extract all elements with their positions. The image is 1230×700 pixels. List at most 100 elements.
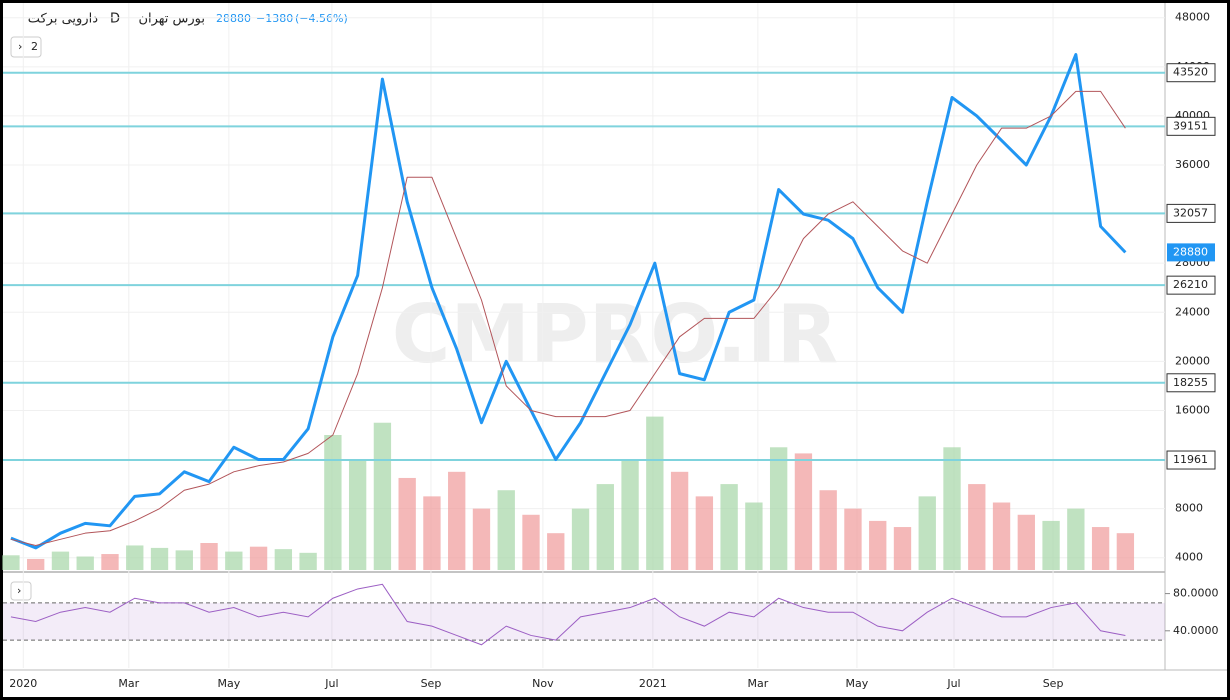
x-tick-label: Nov	[532, 677, 554, 690]
volume-bar	[918, 496, 936, 570]
volume-bar	[1067, 508, 1085, 570]
y-tick-label: 16000	[1175, 403, 1210, 416]
price: 28880	[216, 12, 251, 25]
rsi-tick-label: 80.0000	[1173, 587, 1219, 600]
volume-bar	[324, 435, 342, 570]
volume-bar	[720, 484, 738, 570]
volume-bar	[844, 508, 862, 570]
x-tick-label: Sep	[421, 677, 442, 690]
volume-bar	[522, 514, 540, 570]
watermark: CMPRO.IR	[392, 288, 839, 381]
volume-bar	[373, 422, 392, 570]
x-tick-label: Sep	[1043, 677, 1064, 690]
volume-bar	[1042, 520, 1060, 570]
volume-bar	[968, 484, 986, 570]
volume-bar	[2, 555, 20, 570]
x-tick-label: 2020	[9, 677, 37, 690]
volume-bar	[76, 556, 94, 570]
rsi-collapse[interactable]	[10, 581, 32, 601]
rsi-band	[3, 602, 1165, 641]
volume-bar	[51, 551, 70, 570]
y-tick-label: 4000	[1175, 551, 1203, 564]
volume-bar	[398, 477, 416, 570]
volume-bar	[596, 484, 614, 570]
volume-bar	[943, 447, 961, 570]
volume-bar	[745, 502, 763, 570]
x-tick-label: Mar	[118, 677, 139, 690]
volume-bar	[621, 459, 639, 570]
change: −1380	[256, 12, 293, 25]
background	[3, 3, 1227, 697]
x-tick-label: May	[846, 677, 869, 690]
volume-bar	[695, 496, 714, 570]
volume-bar	[1116, 533, 1135, 570]
volume-bar	[448, 471, 466, 570]
legend: بورس تهران D دارویی برکت 28880 −1380 (−4…	[10, 12, 348, 601]
level-tag	[1166, 116, 1216, 136]
exchange: بورس تهران	[138, 12, 205, 27]
volume-bar	[869, 520, 887, 570]
change-pct: (−4.56%)	[295, 12, 348, 25]
level-label: 43520	[1173, 66, 1208, 79]
level-label: 18255	[1173, 376, 1208, 389]
collapse-icon: ›	[18, 40, 22, 53]
interval: D	[110, 12, 120, 27]
volume-bar	[348, 459, 367, 570]
volume-bar	[472, 508, 491, 570]
volume-bar	[200, 543, 218, 570]
volume-bar	[175, 550, 193, 570]
volume-bar	[992, 502, 1011, 570]
volume-bar	[150, 547, 169, 570]
level-tag	[1166, 203, 1216, 223]
y-tick-label: 36000	[1175, 158, 1210, 171]
y-tick-label: 48000	[1175, 11, 1210, 24]
price-line	[10, 53, 1127, 550]
level-tag	[1166, 373, 1216, 393]
x-tick-label: Mar	[747, 677, 768, 690]
volume-bar	[547, 533, 565, 570]
level-tag	[1166, 63, 1216, 83]
level-label: 26210	[1173, 278, 1208, 291]
volume-bar	[893, 527, 912, 570]
y-tick-label: 24000	[1175, 305, 1210, 318]
volume-bar	[27, 558, 45, 570]
volume-bar	[769, 447, 788, 570]
volume-bar	[101, 554, 119, 570]
collapse-button[interactable]	[10, 36, 42, 58]
symbol: دارویی برکت	[28, 12, 98, 27]
level-label: 11961	[1173, 453, 1208, 466]
volume-bar	[274, 549, 293, 570]
x-tick-label: 2021	[639, 677, 667, 690]
rsi-line	[10, 583, 1126, 646]
x-tick-label: Jul	[324, 677, 338, 690]
volume-bar	[225, 551, 243, 570]
volume-bar	[646, 416, 664, 570]
volume-bar	[794, 453, 813, 570]
rsi-tick-label: 40.0000	[1173, 624, 1219, 637]
collapse-icon: ›	[17, 584, 21, 597]
x-tick-label: Jul	[946, 677, 960, 690]
volume-bar	[497, 490, 515, 570]
y-tick-label: 20000	[1175, 354, 1210, 367]
volume-bar	[1091, 527, 1110, 570]
volume-bar	[423, 496, 441, 570]
volume-bar	[670, 471, 689, 570]
volume-bar	[126, 545, 144, 570]
volume-bar	[819, 490, 837, 570]
volume-bar	[571, 508, 590, 570]
level-label: 32057	[1173, 206, 1208, 219]
last-price-tag	[1167, 243, 1215, 262]
x-tick-label: May	[217, 677, 240, 690]
last-price-label: 28880	[1173, 245, 1208, 258]
volume-bar	[1017, 514, 1035, 570]
y-tick-label: 8000	[1175, 502, 1203, 515]
base-line	[10, 90, 1126, 546]
badge: 2	[31, 40, 38, 53]
volume-bar	[299, 552, 317, 570]
level-tag	[1166, 275, 1216, 295]
level-label: 39151	[1173, 119, 1208, 132]
level-tag	[1166, 450, 1216, 470]
volume-bar	[249, 546, 268, 570]
